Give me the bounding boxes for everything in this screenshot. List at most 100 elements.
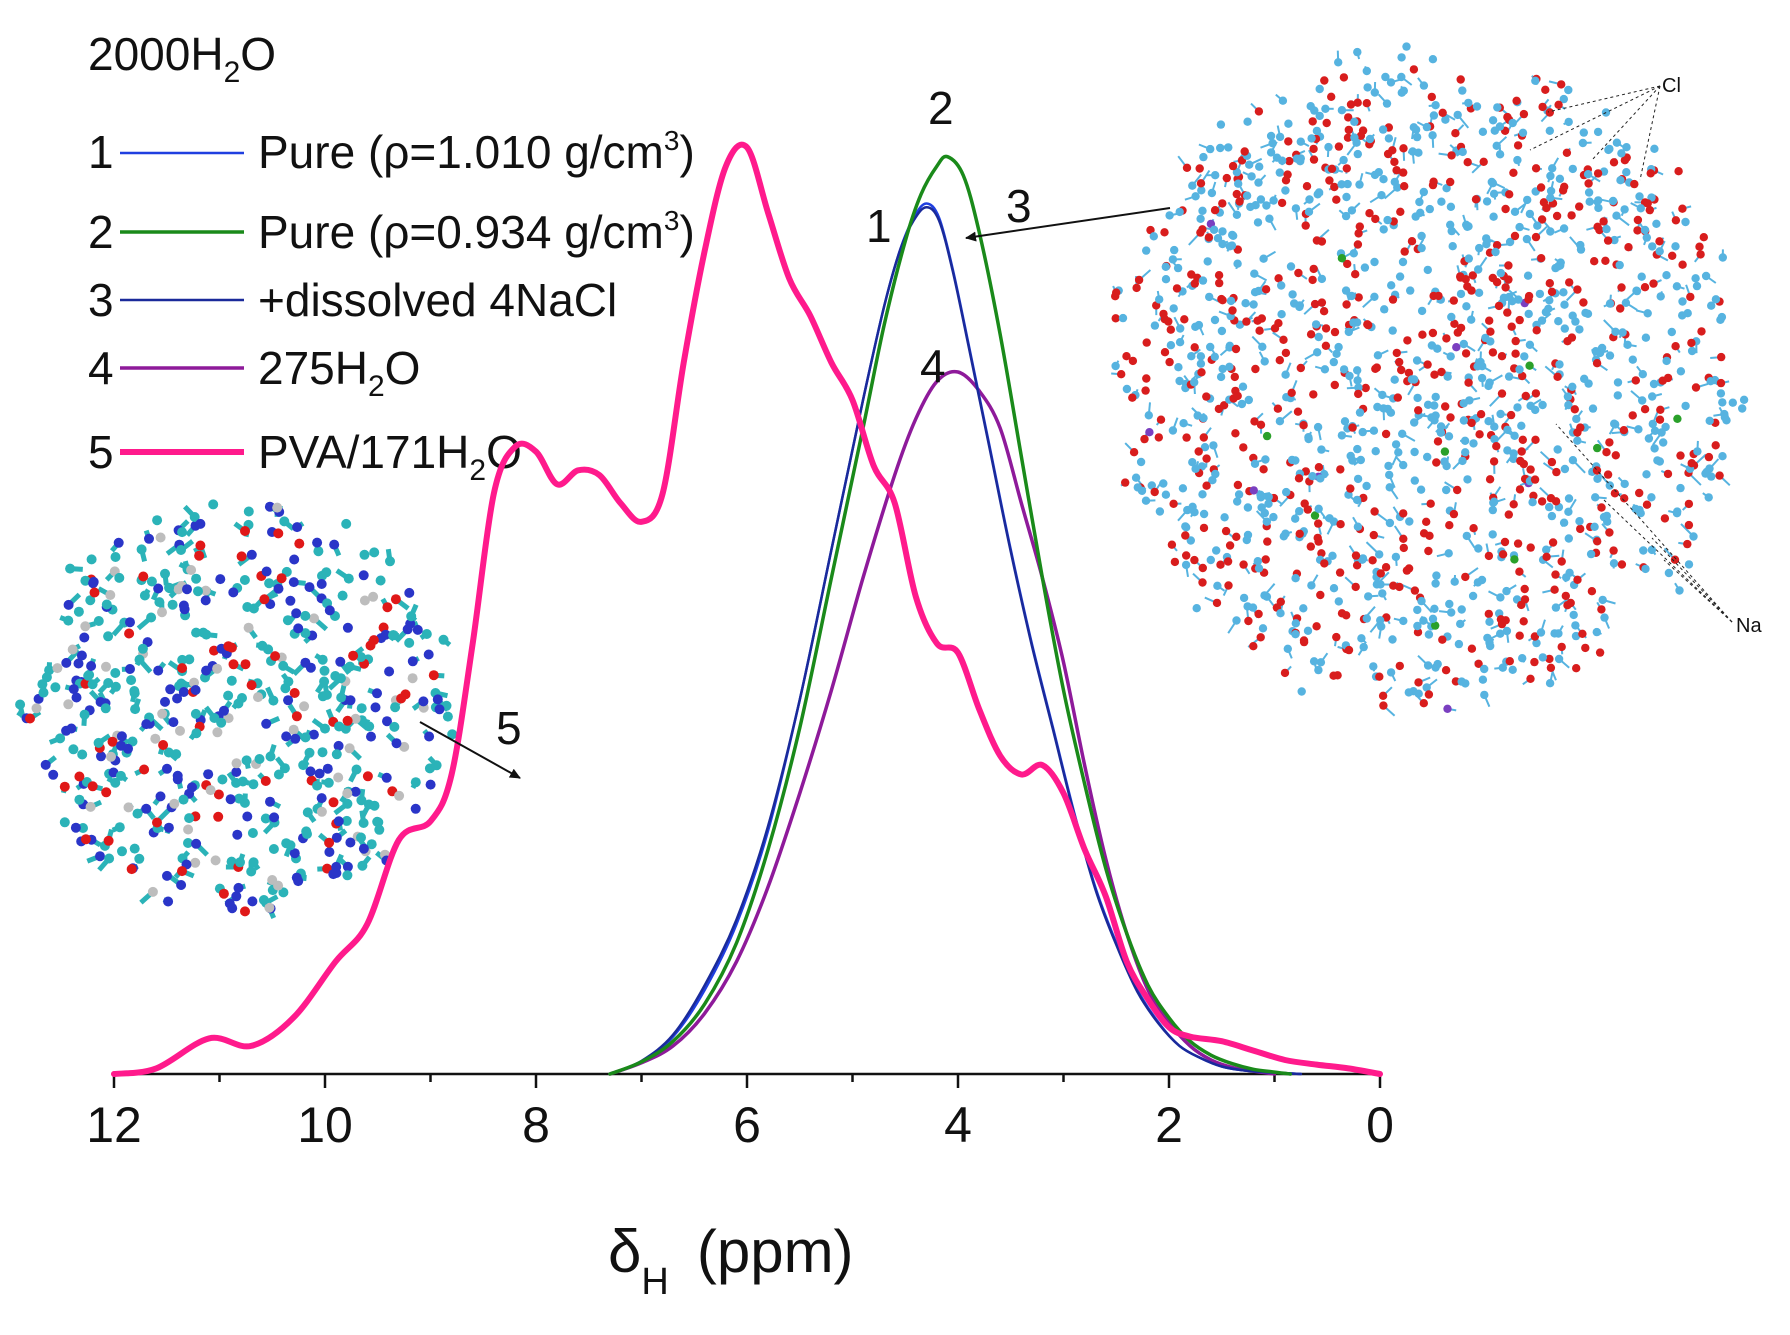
atom <box>127 736 138 747</box>
atom <box>1508 665 1517 674</box>
atom <box>1173 263 1183 273</box>
atom <box>1552 467 1561 477</box>
atom <box>1671 242 1680 251</box>
atom <box>231 767 242 777</box>
atom <box>193 586 203 597</box>
atom <box>1262 201 1271 210</box>
atom <box>1353 149 1363 159</box>
atom <box>1525 340 1535 349</box>
atom <box>1256 195 1266 204</box>
atom <box>1275 168 1285 177</box>
atom <box>237 776 248 787</box>
atom <box>1555 174 1565 183</box>
atom <box>1718 253 1728 262</box>
atom <box>235 857 245 868</box>
atom <box>1224 581 1233 590</box>
atom <box>1256 420 1266 429</box>
atom <box>1343 179 1352 189</box>
atom <box>169 798 180 809</box>
atom <box>1461 572 1470 582</box>
atom <box>236 551 247 562</box>
atom <box>1379 701 1388 710</box>
x-tick-label: 12 <box>86 1097 142 1153</box>
atom <box>1384 134 1394 143</box>
atom <box>1544 304 1553 313</box>
atom <box>1296 363 1306 373</box>
atom <box>1315 84 1324 94</box>
atom <box>141 719 152 730</box>
atom <box>390 594 401 605</box>
atom <box>1242 317 1251 326</box>
atom <box>1462 531 1472 541</box>
atom <box>138 571 149 582</box>
atom <box>1575 325 1584 334</box>
pva-water-cluster-inset <box>15 499 458 919</box>
atom <box>1370 88 1380 97</box>
atom <box>1609 158 1619 167</box>
atom <box>1438 108 1447 118</box>
atom <box>1291 619 1301 628</box>
legend-number-3: 3 <box>88 274 114 326</box>
atom <box>1332 632 1341 642</box>
atom <box>1297 687 1306 696</box>
atom <box>177 866 187 877</box>
atom <box>1210 352 1220 361</box>
atom <box>1431 621 1440 630</box>
atom <box>1536 183 1546 192</box>
atom <box>289 554 300 565</box>
atom <box>1364 320 1373 330</box>
atom <box>1624 243 1633 252</box>
atom <box>110 777 121 788</box>
atom <box>1385 483 1394 492</box>
atom <box>74 771 85 782</box>
atom <box>1535 289 1545 299</box>
atom <box>1251 201 1260 210</box>
atom <box>317 654 328 665</box>
atom <box>239 575 250 585</box>
atom <box>172 693 183 704</box>
atom <box>1441 666 1451 675</box>
atom <box>1478 127 1488 136</box>
atom <box>362 771 373 782</box>
atom <box>1518 435 1528 444</box>
atom <box>1270 324 1280 333</box>
atom <box>1388 326 1397 335</box>
atom <box>1199 523 1209 533</box>
atom <box>1129 448 1139 457</box>
cl-leader-line-2 <box>1529 85 1661 151</box>
atom <box>1428 614 1438 623</box>
atom <box>281 731 292 742</box>
atom <box>1541 85 1550 95</box>
atom <box>1232 532 1241 541</box>
atom <box>1228 161 1238 171</box>
atom <box>1597 503 1606 512</box>
atom <box>1515 315 1524 325</box>
atom <box>1550 585 1559 594</box>
atom <box>1570 405 1580 414</box>
atom <box>139 590 150 601</box>
atom <box>358 570 369 581</box>
atom <box>1457 605 1466 614</box>
atom <box>1370 170 1380 180</box>
atom <box>1423 360 1432 369</box>
atom <box>342 870 353 881</box>
atom <box>312 537 323 548</box>
atom <box>342 715 353 726</box>
atom <box>1510 431 1519 440</box>
atom <box>1263 537 1272 546</box>
atom <box>1593 474 1602 483</box>
atom <box>1316 474 1325 483</box>
atom <box>1655 247 1664 256</box>
atom <box>117 846 127 857</box>
atom <box>186 565 197 575</box>
atom <box>93 737 104 748</box>
atom <box>1453 328 1463 337</box>
atom <box>183 824 194 835</box>
atom <box>1142 246 1151 255</box>
atom <box>1202 481 1211 490</box>
atom <box>1717 352 1726 362</box>
atom <box>1559 94 1569 104</box>
atom <box>1580 374 1589 383</box>
atom <box>291 608 302 619</box>
atom <box>1316 658 1326 667</box>
